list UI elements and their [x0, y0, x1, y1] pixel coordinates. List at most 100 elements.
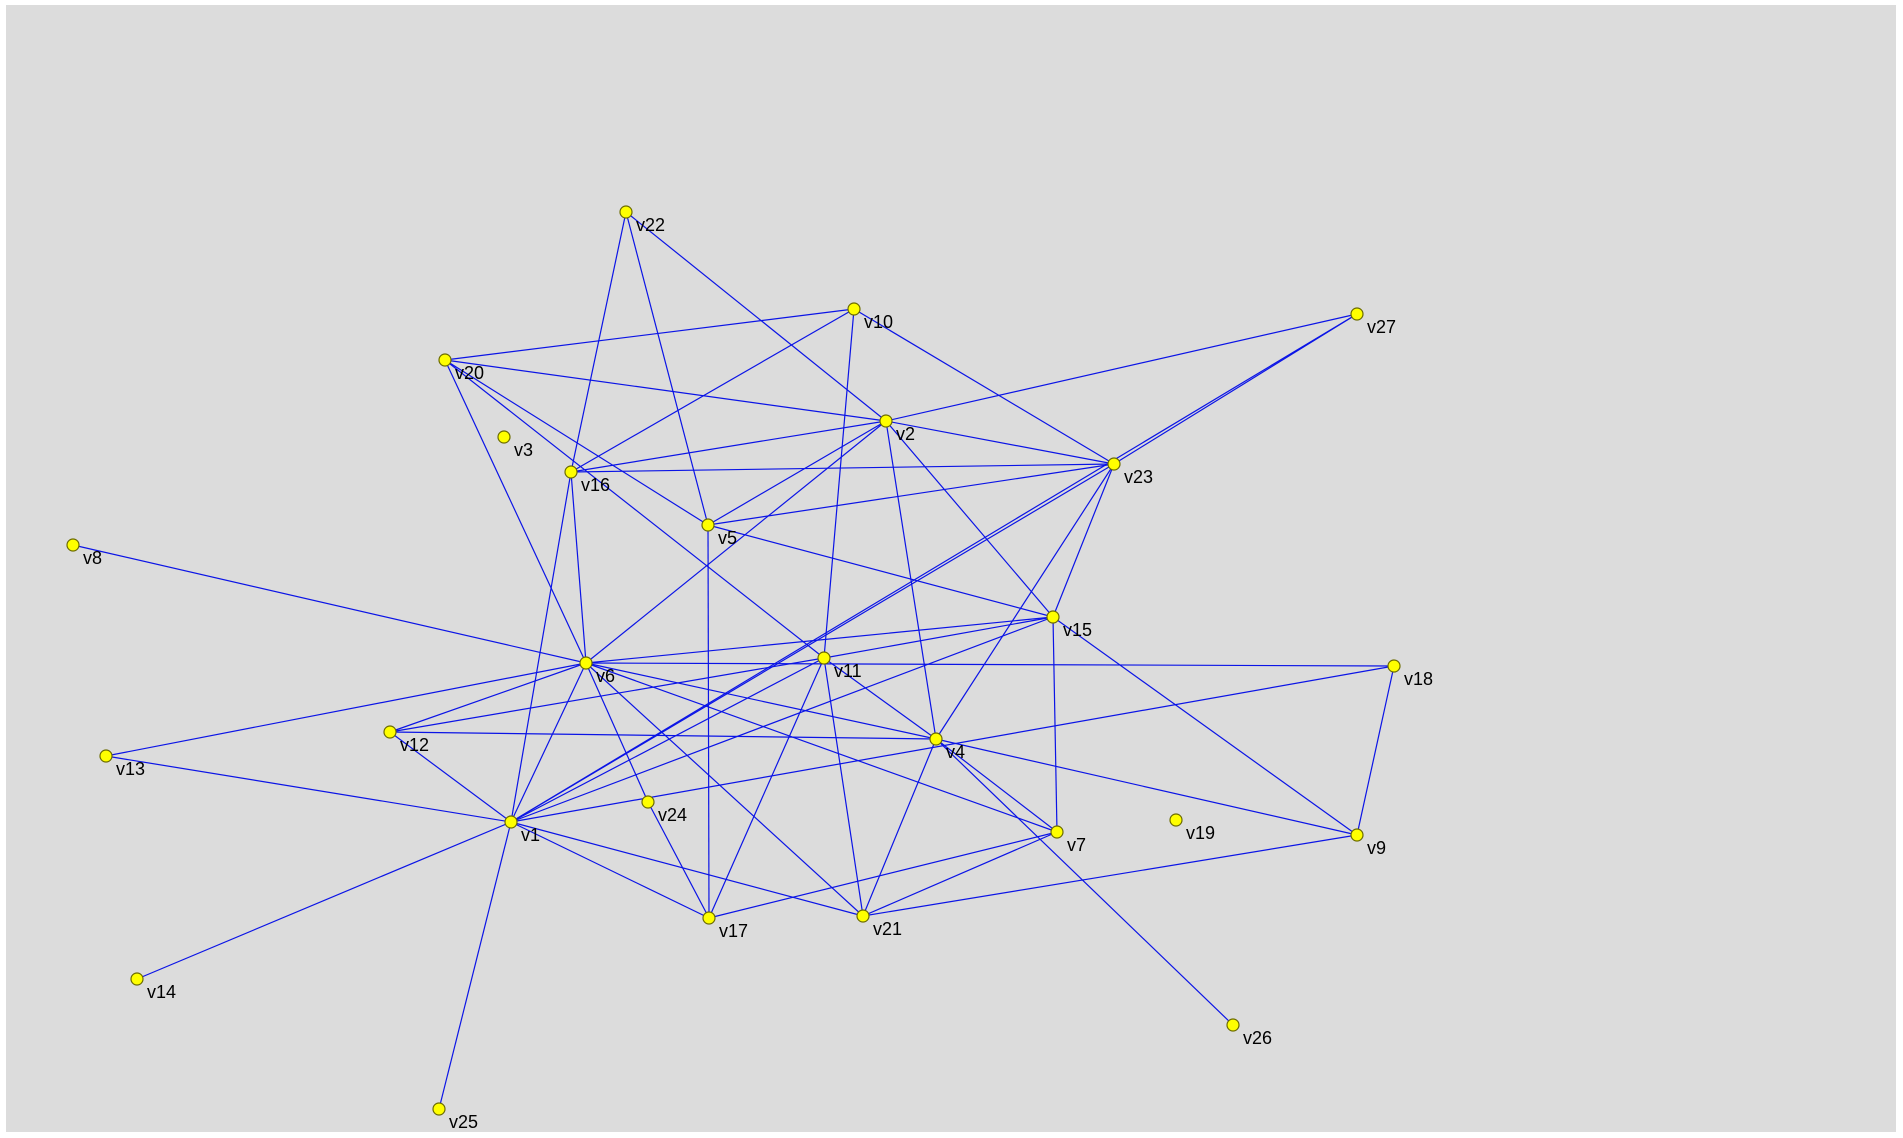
edge-v23-v4 [935, 463, 1115, 740]
node-v22[interactable]: v22 [619, 205, 665, 235]
edge-v6-v12 [389, 662, 587, 733]
node-v4[interactable]: v4 [929, 732, 965, 762]
node-v8[interactable]: v8 [66, 538, 102, 568]
edge-v23-v5 [707, 463, 1115, 526]
node-marker-v9[interactable] [1350, 828, 1364, 842]
node-v7[interactable]: v7 [1050, 825, 1086, 855]
node-marker-v2[interactable] [879, 414, 893, 428]
node-marker-v24[interactable] [641, 795, 655, 809]
node-v21[interactable]: v21 [856, 909, 902, 939]
node-marker-v11[interactable] [817, 651, 831, 665]
edge-v5-v15 [707, 524, 1054, 618]
node-label-v14: v14 [147, 982, 176, 1002]
edge-v6-v13 [105, 662, 587, 757]
node-marker-v21[interactable] [856, 909, 870, 923]
node-marker-v23[interactable] [1107, 457, 1121, 471]
edge-v27-v1 [510, 313, 1358, 823]
node-v24[interactable]: v24 [641, 795, 687, 825]
edge-v24-v17 [647, 801, 710, 919]
node-marker-v14[interactable] [130, 972, 144, 986]
edge-v4-v9 [935, 738, 1358, 836]
node-label-v8: v8 [83, 548, 102, 568]
edge-v12-v1 [389, 731, 512, 823]
node-marker-v17[interactable] [702, 911, 716, 925]
edge-v13-v1 [105, 755, 512, 823]
node-v25[interactable]: v25 [432, 1102, 478, 1132]
edge-v23-v1 [510, 463, 1115, 823]
node-label-v27: v27 [1367, 317, 1396, 337]
node-v2[interactable]: v2 [879, 414, 915, 444]
node-label-v1: v1 [521, 825, 540, 845]
node-v18[interactable]: v18 [1387, 659, 1433, 689]
node-v1[interactable]: v1 [504, 815, 540, 845]
node-v26[interactable]: v26 [1226, 1018, 1272, 1048]
node-marker-v1[interactable] [504, 815, 518, 829]
node-v14[interactable]: v14 [130, 972, 176, 1002]
edge-v5-v17 [707, 524, 710, 919]
edge-v16-v6 [570, 471, 587, 664]
edge-v7-v21 [862, 831, 1058, 917]
edge-v20-v5 [444, 359, 709, 526]
node-layer: v1 v2 v3 v4 v5 v6 v7 v8 v9 v10 v11 v12 v13 v14 v15 v16 v… [66, 205, 1433, 1132]
node-v12[interactable]: v12 [383, 725, 429, 755]
node-label-v22: v22 [636, 215, 665, 235]
edge-v20-v11 [444, 359, 825, 659]
edge-v11-v21 [823, 657, 864, 917]
node-v6[interactable]: v6 [579, 656, 615, 686]
edge-v6-v18 [585, 662, 1395, 667]
node-marker-v25[interactable] [432, 1102, 446, 1116]
node-marker-v18[interactable] [1387, 659, 1401, 673]
node-marker-v4[interactable] [929, 732, 943, 746]
edge-v15-v7 [1052, 616, 1058, 833]
node-v20[interactable]: v20 [438, 353, 484, 383]
network-graph: v1 v2 v3 v4 v5 v6 v7 v8 v9 v10 v11 v12 v13 v14 v15 v16 v… [66, 205, 1433, 1132]
edge-v11-v12 [389, 657, 825, 733]
node-v13[interactable]: v13 [99, 749, 145, 779]
edge-v10-v16 [570, 308, 855, 473]
edge-v4-v7 [935, 738, 1058, 833]
node-marker-v7[interactable] [1050, 825, 1064, 839]
node-marker-v20[interactable] [438, 353, 452, 367]
node-marker-v16[interactable] [564, 465, 578, 479]
edge-v15-v6 [585, 616, 1054, 664]
node-marker-v27[interactable] [1350, 307, 1364, 321]
node-v9[interactable]: v9 [1350, 828, 1386, 858]
node-marker-v15[interactable] [1046, 610, 1060, 624]
node-label-v24: v24 [658, 805, 687, 825]
edge-v12-v4 [389, 731, 937, 740]
edge-v4-v26 [935, 738, 1234, 1026]
edge-v6-v24 [585, 662, 649, 803]
node-marker-v8[interactable] [66, 538, 80, 552]
node-marker-v13[interactable] [99, 749, 113, 763]
node-label-v25: v25 [449, 1112, 478, 1132]
node-marker-v26[interactable] [1226, 1018, 1240, 1032]
edge-v20-v6 [444, 359, 587, 664]
edge-v2-v4 [885, 420, 937, 740]
node-marker-v22[interactable] [619, 205, 633, 219]
node-marker-v3[interactable] [497, 430, 511, 444]
edge-v18-v9 [1356, 665, 1395, 836]
edge-v15-v1 [510, 616, 1054, 823]
node-marker-v19[interactable] [1169, 813, 1183, 827]
node-marker-v6[interactable] [579, 656, 593, 670]
node-v5[interactable]: v5 [701, 518, 737, 548]
node-label-v18: v18 [1404, 669, 1433, 689]
node-v11[interactable]: v11 [817, 651, 862, 681]
node-marker-v10[interactable] [847, 302, 861, 316]
node-marker-v12[interactable] [383, 725, 397, 739]
edge-v8-v6 [72, 544, 587, 664]
node-v27[interactable]: v27 [1350, 307, 1396, 337]
node-v17[interactable]: v17 [702, 911, 748, 941]
node-label-v12: v12 [400, 735, 429, 755]
node-v19[interactable]: v19 [1169, 813, 1215, 843]
node-v15[interactable]: v15 [1046, 610, 1092, 640]
node-v10[interactable]: v10 [847, 302, 893, 332]
edge-v1-v14 [136, 821, 512, 980]
node-marker-v5[interactable] [701, 518, 715, 532]
node-label-v16: v16 [581, 475, 610, 495]
node-label-v5: v5 [718, 528, 737, 548]
node-v16[interactable]: v16 [564, 465, 610, 495]
node-v23[interactable]: v23 [1107, 457, 1153, 487]
node-v3[interactable]: v3 [497, 430, 533, 460]
edge-v2-v16 [570, 420, 887, 473]
